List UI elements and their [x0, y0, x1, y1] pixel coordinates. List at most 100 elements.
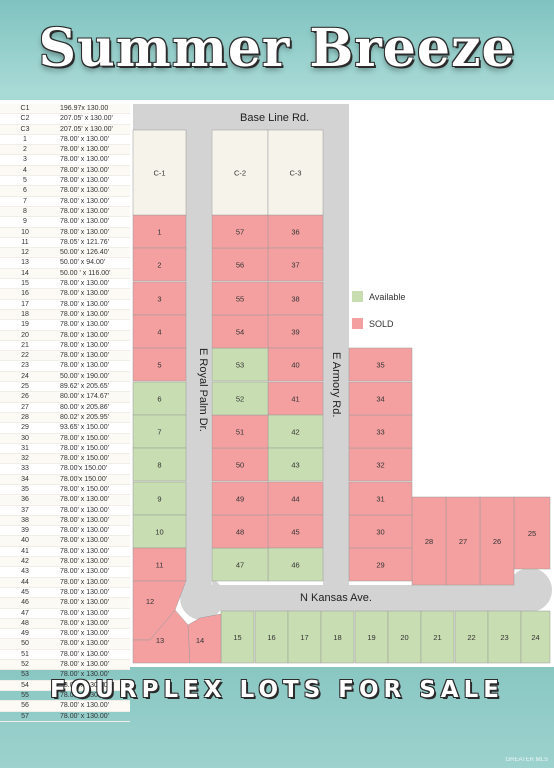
kansas-cul-de-sac	[508, 568, 552, 612]
lot-46[interactable]	[267, 547, 324, 582]
lot-5[interactable]	[132, 347, 187, 382]
lot-9[interactable]	[132, 481, 187, 516]
table-row: 6 78.00' x 130.00'	[0, 186, 130, 197]
lot-32[interactable]	[348, 447, 413, 482]
lot-35[interactable]	[348, 347, 413, 382]
royal-palm-road	[186, 104, 212, 602]
table-row: 36 78.00' x 130.00'	[0, 495, 130, 506]
table-lot-number: 34	[21, 475, 29, 483]
table-lot-number: 55	[21, 691, 29, 699]
lot-label: 11	[156, 561, 164, 570]
table-lot-number: C3	[20, 125, 30, 133]
table-lot-dimension: 50.00' x 94.00'	[60, 259, 106, 267]
table-lot-dimension: 78.00' x 130.00'	[60, 310, 109, 318]
lot-label: 38	[291, 295, 299, 304]
lot-37[interactable]	[267, 247, 324, 282]
lot-c-3[interactable]	[267, 129, 324, 216]
table-lot-dimension: 196.97x 130.00	[60, 105, 109, 112]
lot-42[interactable]	[267, 414, 324, 449]
table-lot-number: 52	[21, 661, 29, 669]
lot-15[interactable]	[220, 610, 255, 664]
table-lot-number: 30	[21, 434, 29, 442]
table-row: 37 78.00' x 130.00'	[0, 506, 130, 516]
lot-label: 26	[493, 537, 501, 546]
table-lot-dimension: 78.00' x 130.00'	[60, 599, 109, 607]
lot-44[interactable]	[267, 481, 324, 516]
table-lot-number: 38	[21, 516, 29, 524]
lot-18[interactable]	[320, 610, 355, 664]
lot-17[interactable]	[287, 610, 322, 664]
lot-1[interactable]	[132, 214, 187, 249]
lot-label: 43	[291, 461, 299, 470]
lot-7[interactable]	[132, 414, 187, 449]
lot-10[interactable]	[132, 514, 187, 549]
lot-19[interactable]	[354, 610, 389, 664]
table-row: 35 78.00' x 150.00'	[0, 485, 130, 496]
table-lot-number: 5	[23, 177, 27, 185]
lot-2[interactable]	[132, 247, 187, 282]
lot-50[interactable]	[211, 447, 269, 482]
lot-22[interactable]	[454, 610, 489, 664]
table-lot-number: C2	[20, 115, 30, 123]
lot-55[interactable]	[211, 281, 269, 316]
lot-45[interactable]	[267, 514, 324, 549]
lot-26[interactable]	[479, 496, 515, 586]
lot-51[interactable]	[211, 414, 269, 449]
table-lot-dimension: 78.00' x 150.00'	[60, 485, 109, 493]
lot-4[interactable]	[132, 314, 187, 349]
lot-49[interactable]	[211, 481, 269, 516]
lot-40[interactable]	[267, 347, 324, 382]
lot-16[interactable]	[254, 610, 289, 664]
table-lot-dimension: 78.00' x 130.00'	[60, 661, 109, 669]
lot-label: 9	[157, 495, 161, 504]
lot-56[interactable]	[211, 247, 269, 282]
lot-29[interactable]	[348, 547, 413, 582]
lot-47[interactable]	[211, 547, 269, 582]
table-lot-number: 25	[21, 383, 29, 391]
table-lot-dimension: 78.00' x 150.00'	[60, 444, 109, 452]
lot-27[interactable]	[445, 496, 481, 586]
lot-54[interactable]	[211, 314, 269, 349]
table-lot-number: 26	[21, 393, 29, 401]
lot-25[interactable]	[513, 496, 551, 570]
table-row: 25 89.62' x 205.65'	[0, 382, 130, 393]
table-row: 5 78.00' x 130.00'	[0, 176, 130, 187]
table-lot-dimension: 80.00' x 174.67'	[60, 393, 109, 401]
lot-24[interactable]	[520, 610, 551, 664]
table-lot-dimension: 78.00' x 130.00'	[60, 578, 109, 586]
lot-label: 53	[236, 361, 244, 370]
lot-6[interactable]	[132, 381, 187, 416]
lot-c-2[interactable]	[211, 129, 269, 216]
table-lot-number: 12	[21, 249, 29, 257]
lot-14[interactable]	[187, 613, 222, 664]
lot-label: 23	[500, 633, 508, 642]
table-row: 26 80.00' x 174.67'	[0, 392, 130, 403]
table-row: 54 78.00' x 130.00'	[0, 680, 130, 691]
lot-31[interactable]	[348, 481, 413, 516]
lot-39[interactable]	[267, 314, 324, 349]
table-lot-dimension: 78.00' x 130.00'	[60, 341, 109, 349]
lot-8[interactable]	[132, 447, 187, 482]
lot-20[interactable]	[387, 610, 422, 664]
table-row: 17 78.00' x 130.00'	[0, 300, 130, 310]
table-lot-number: 15	[21, 280, 29, 288]
lot-34[interactable]	[348, 381, 413, 416]
table-row: 8 78.00' x 130.00'	[0, 206, 130, 218]
lot-57[interactable]	[211, 214, 269, 249]
lot-53[interactable]	[211, 347, 269, 382]
lot-21[interactable]	[420, 610, 455, 664]
lot-43[interactable]	[267, 447, 324, 482]
table-lot-dimension: 78.00' x 130.00'	[60, 630, 109, 638]
lot-3[interactable]	[132, 281, 187, 316]
table-row: 10 78.00' x 130.00'	[0, 227, 130, 238]
lot-28[interactable]	[411, 496, 447, 586]
lot-c-1[interactable]	[132, 129, 187, 216]
lot-label: 48	[236, 528, 244, 537]
lot-38[interactable]	[267, 281, 324, 316]
lot-52[interactable]	[211, 381, 269, 416]
lot-33[interactable]	[348, 414, 413, 449]
table-row: 11 78.05' x 121.76'	[0, 238, 130, 249]
table-row: 30 78.00' x 150.00'	[0, 433, 130, 444]
lot-label: 15	[233, 633, 241, 642]
